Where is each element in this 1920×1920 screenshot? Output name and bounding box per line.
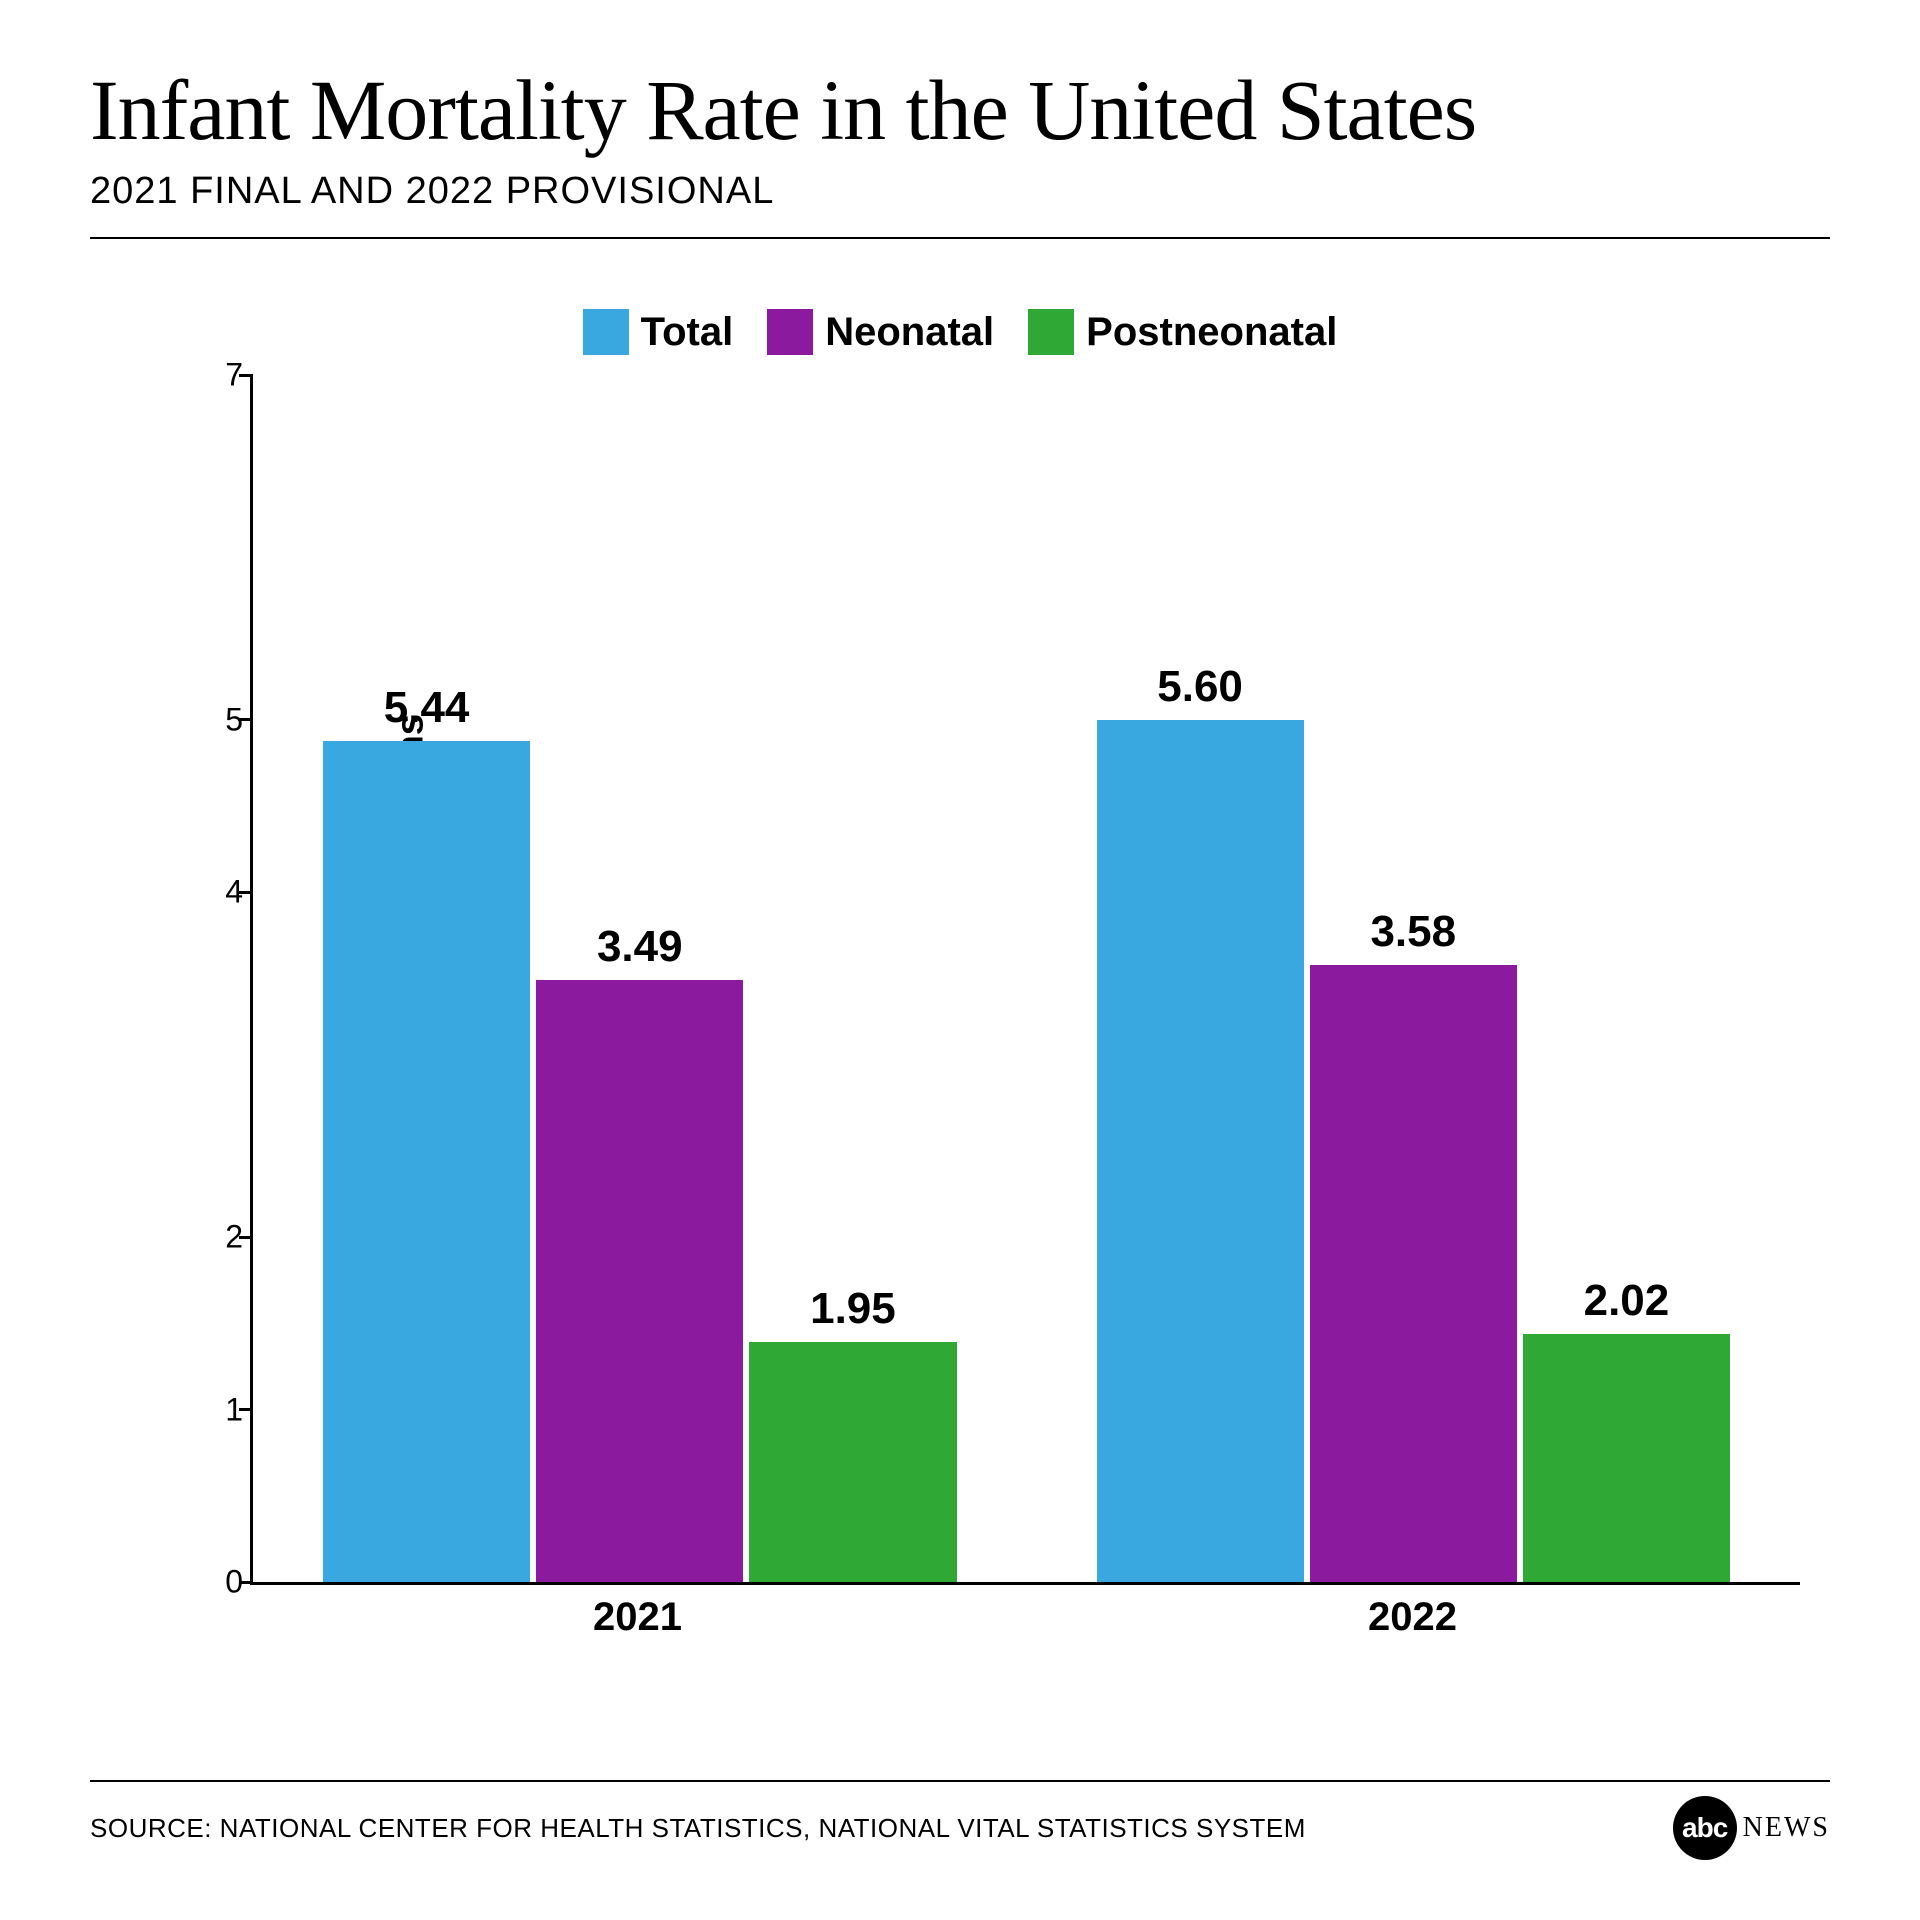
x-ticks: 20212022: [250, 1585, 1800, 1655]
bar: 1.95: [749, 375, 956, 1582]
y-tick-mark: [239, 1236, 253, 1239]
y-tick-label: 1: [193, 1391, 243, 1428]
legend-label-total: Total: [641, 310, 734, 355]
y-tick-mark: [239, 891, 253, 894]
chart-subtitle: 2021 FINAL AND 2022 PROVISIONAL: [90, 170, 1830, 213]
y-tick-mark: [239, 1408, 253, 1411]
legend-swatch-total: [583, 309, 629, 355]
chart-footer: SOURCE: NATIONAL CENTER FOR HEALTH STATI…: [90, 1780, 1830, 1860]
bar-rect: [749, 1342, 956, 1582]
y-tick-mark: [239, 718, 253, 721]
bar-value-label: 3.58: [1370, 907, 1456, 957]
legend-label-postneonatal: Postneonatal: [1086, 310, 1337, 355]
chart-title: Infant Mortality Rate in the United Stat…: [90, 60, 1830, 160]
logo-text: NEWS: [1743, 1812, 1830, 1844]
footer-row: SOURCE: NATIONAL CENTER FOR HEALTH STATI…: [90, 1796, 1830, 1860]
bar-value-label: 3.49: [597, 922, 683, 972]
bar: 5.60: [1097, 375, 1304, 1582]
bar: 3.49: [536, 375, 743, 1582]
y-tick-label: 7: [193, 357, 243, 394]
bar-rect: [1310, 965, 1517, 1582]
bar-group: 5.44 3.49 1.95: [253, 375, 1027, 1582]
abc-news-logo: abc NEWS: [1673, 1796, 1830, 1860]
bar-value-label: 1.95: [810, 1284, 896, 1334]
bar: 5.44: [323, 375, 530, 1582]
legend-item-neonatal: Neonatal: [767, 309, 994, 355]
bar-group: 5.60 3.58 2.02: [1027, 375, 1801, 1582]
bar-rect: [536, 980, 743, 1582]
x-tick-label: 2021: [250, 1585, 1025, 1655]
bar: 3.58: [1310, 375, 1517, 1582]
bar-value-label: 5.60: [1157, 662, 1243, 712]
legend-item-total: Total: [583, 309, 734, 355]
y-tick-mark: [239, 1581, 253, 1584]
x-tick-label: 2022: [1025, 1585, 1800, 1655]
bar-rect: [1097, 720, 1304, 1582]
y-tick-label: 5: [193, 701, 243, 738]
bar-rect: [1523, 1334, 1730, 1582]
legend-swatch-neonatal: [767, 309, 813, 355]
y-tick-mark: [239, 374, 253, 377]
logo-disc-icon: abc: [1673, 1796, 1737, 1860]
bar-rect: [323, 741, 530, 1582]
title-rule: [90, 237, 1830, 239]
legend: Total Neonatal Postneonatal: [90, 309, 1830, 355]
plot-area: 5.443.491.955.603.582.02 012457: [250, 375, 1800, 1585]
chart-area: Infant deaths per 1,000 live births 5.44…: [180, 375, 1800, 1655]
y-tick-label: 2: [193, 1219, 243, 1256]
chart-page: Infant Mortality Rate in the United Stat…: [0, 0, 1920, 1920]
bar-groups: 5.44 3.49 1.95 5.60 3.58 2.02: [253, 375, 1800, 1582]
bar-value-label: 2.02: [1584, 1276, 1670, 1326]
bar: 2.02: [1523, 375, 1730, 1582]
legend-swatch-postneonatal: [1028, 309, 1074, 355]
y-tick-label: 4: [193, 874, 243, 911]
legend-label-neonatal: Neonatal: [825, 310, 994, 355]
y-tick-label: 0: [193, 1564, 243, 1601]
legend-item-postneonatal: Postneonatal: [1028, 309, 1337, 355]
bar-value-label: 5.44: [384, 683, 470, 733]
source-text: SOURCE: NATIONAL CENTER FOR HEALTH STATI…: [90, 1813, 1306, 1844]
footer-rule: [90, 1780, 1830, 1782]
